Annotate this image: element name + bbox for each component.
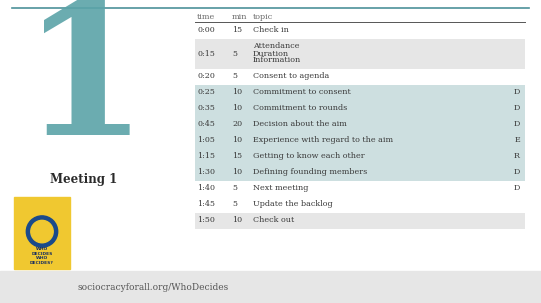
Text: Attendance: Attendance [253, 42, 300, 51]
Text: 1:15: 1:15 [197, 152, 215, 161]
Text: 0:25: 0:25 [197, 88, 215, 96]
Text: Information: Information [253, 56, 301, 65]
Text: 5: 5 [232, 185, 237, 192]
Bar [195, 165, 525, 181]
Text: Experience with regard to the aim: Experience with regard to the aim [253, 136, 393, 145]
Text: 1:45: 1:45 [197, 201, 215, 208]
Text: 10: 10 [232, 136, 242, 145]
Bar [195, 38, 525, 68]
Bar [195, 212, 525, 228]
Bar [195, 85, 525, 101]
Text: 0:35: 0:35 [197, 105, 215, 112]
Text: Decision about the aim: Decision about the aim [253, 121, 347, 128]
Text: 1:40: 1:40 [197, 185, 215, 192]
Text: 1:05: 1:05 [197, 136, 215, 145]
Text: Commitment to consent: Commitment to consent [253, 88, 351, 96]
Bar [195, 148, 525, 165]
Text: 0:00: 0:00 [197, 26, 215, 35]
Text: Meeting 1: Meeting 1 [50, 173, 117, 186]
Text: 5: 5 [232, 201, 237, 208]
Text: Commitment to rounds: Commitment to rounds [253, 105, 347, 112]
Bar [14, 197, 70, 269]
Bar [0, 271, 541, 303]
Text: D: D [513, 105, 520, 112]
Text: E: E [514, 136, 520, 145]
Text: 10: 10 [232, 217, 242, 225]
Text: 5: 5 [232, 49, 237, 58]
Text: 15: 15 [232, 152, 242, 161]
Text: sociocracyforall.org/WhoDecides: sociocracyforall.org/WhoDecides [78, 282, 229, 291]
Text: D: D [513, 121, 520, 128]
Bar [195, 132, 525, 148]
Text: 0:15: 0:15 [197, 49, 215, 58]
Text: 1: 1 [22, 0, 148, 173]
Text: time: time [197, 13, 215, 21]
Circle shape [27, 216, 58, 247]
Text: Next meeting: Next meeting [253, 185, 308, 192]
Text: min: min [232, 13, 247, 21]
Text: 15: 15 [232, 26, 242, 35]
Text: 20: 20 [232, 121, 242, 128]
Text: D: D [513, 88, 520, 96]
Bar [195, 101, 525, 116]
Text: Check in: Check in [253, 26, 289, 35]
Text: Consent to agenda: Consent to agenda [253, 72, 329, 81]
Text: 10: 10 [232, 168, 242, 177]
Text: 10: 10 [232, 105, 242, 112]
Circle shape [31, 220, 53, 243]
Text: Check out: Check out [253, 217, 294, 225]
Text: 1:50: 1:50 [197, 217, 215, 225]
Text: D: D [513, 185, 520, 192]
Text: WHO
DECIDES
WHO
DECIDES?: WHO DECIDES WHO DECIDES? [30, 247, 54, 265]
Text: Duration: Duration [253, 49, 289, 58]
Bar [195, 116, 525, 132]
Text: 10: 10 [232, 88, 242, 96]
Text: Update the backlog: Update the backlog [253, 201, 333, 208]
Text: 0:20: 0:20 [197, 72, 215, 81]
Text: 5: 5 [232, 72, 237, 81]
Text: R: R [514, 152, 520, 161]
Text: Defining founding members: Defining founding members [253, 168, 367, 177]
Text: topic: topic [253, 13, 273, 21]
Text: D: D [513, 168, 520, 177]
Text: 1:30: 1:30 [197, 168, 215, 177]
Text: Getting to know each other: Getting to know each other [253, 152, 365, 161]
Text: 0:45: 0:45 [197, 121, 215, 128]
